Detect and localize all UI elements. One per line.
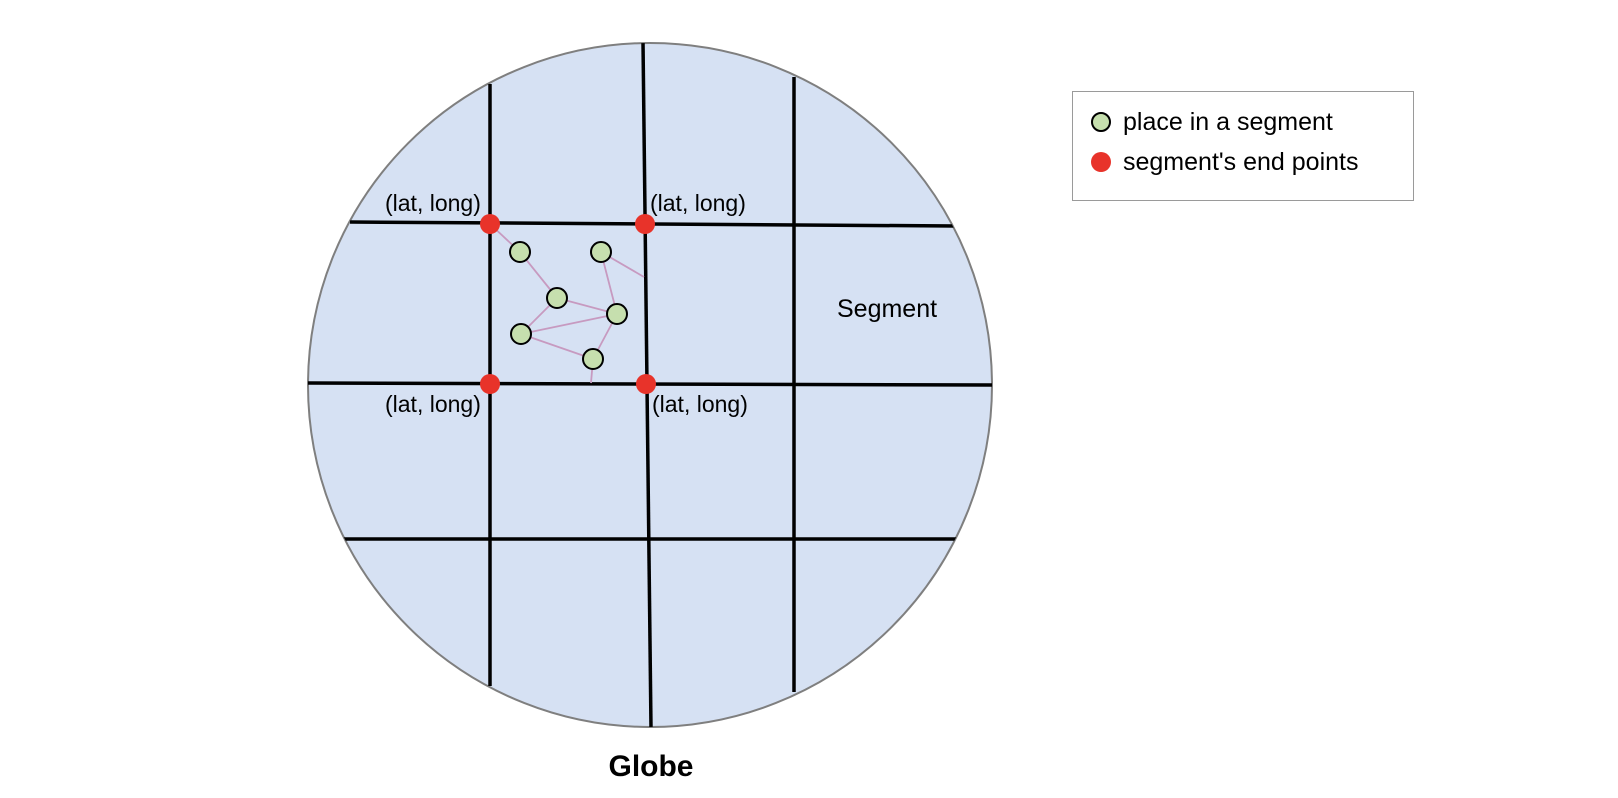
legend-place-label: place in a segment bbox=[1123, 107, 1333, 136]
legend: place in a segment segment's end points bbox=[1072, 91, 1414, 201]
place-node bbox=[582, 348, 604, 370]
endpoint-marker-icon bbox=[1091, 152, 1111, 172]
end-point-top-right bbox=[635, 214, 655, 234]
globe-label: Globe bbox=[608, 750, 693, 783]
end-point-bottom-left bbox=[480, 374, 500, 394]
segment-label: Segment bbox=[837, 295, 937, 323]
legend-endpoint-label: segment's end points bbox=[1123, 147, 1359, 176]
place-marker-icon bbox=[1091, 112, 1111, 132]
end-point-top-left bbox=[480, 214, 500, 234]
place-node bbox=[510, 323, 532, 345]
legend-item-endpoint: segment's end points bbox=[1091, 147, 1358, 177]
connector bbox=[520, 313, 618, 335]
corner-label-top-left: (lat, long) bbox=[385, 190, 481, 216]
corner-label-bottom-left: (lat, long) bbox=[385, 391, 481, 417]
place-node bbox=[546, 287, 568, 309]
place-node bbox=[590, 241, 612, 263]
place-node bbox=[509, 241, 531, 263]
corner-label-top-right: (lat, long) bbox=[650, 190, 746, 216]
segment-end-points bbox=[480, 214, 656, 394]
legend-item-place: place in a segment bbox=[1091, 107, 1333, 137]
corner-label-bottom-right: (lat, long) bbox=[652, 391, 748, 417]
places bbox=[509, 241, 628, 370]
place-node bbox=[606, 303, 628, 325]
connector bbox=[520, 333, 594, 360]
end-point-bottom-right bbox=[636, 374, 656, 394]
